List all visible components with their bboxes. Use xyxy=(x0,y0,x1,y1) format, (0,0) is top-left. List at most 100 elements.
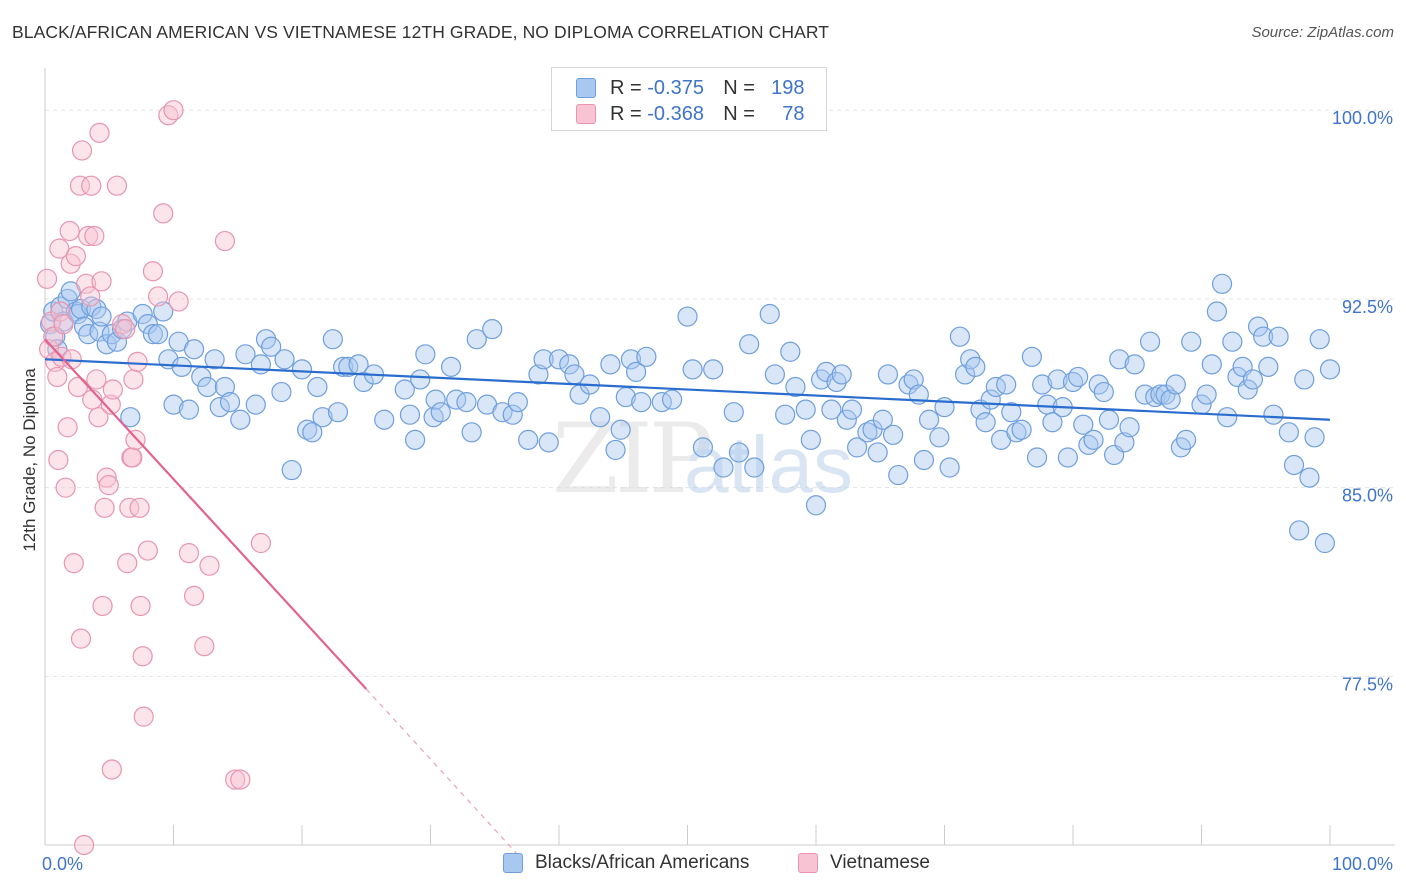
point-blacks xyxy=(836,409,857,430)
point-blacks xyxy=(590,407,611,428)
point-blacks xyxy=(831,364,852,385)
point-blacks xyxy=(1006,422,1027,443)
legend-r-value: -0.368 xyxy=(647,102,704,125)
point-blacks xyxy=(1206,301,1228,322)
point-blacks xyxy=(425,389,446,410)
point-vietnamese xyxy=(63,553,84,574)
point-vietnamese xyxy=(183,585,205,606)
point-blacks xyxy=(1268,326,1289,347)
point-vietnamese xyxy=(71,140,93,161)
point-blacks xyxy=(1139,331,1161,352)
legend-n-value: 78 xyxy=(782,102,805,125)
watermark: ZIP atlas xyxy=(552,403,853,515)
point-vietnamese xyxy=(119,497,140,518)
point-blacks xyxy=(245,394,266,415)
point-blacks xyxy=(466,329,487,350)
point-vietnamese xyxy=(102,379,123,400)
legend-swatch-pink xyxy=(798,853,818,873)
point-blacks xyxy=(297,419,318,440)
point-blacks xyxy=(1289,520,1310,541)
point-blacks xyxy=(1319,359,1341,380)
point-vietnamese xyxy=(130,595,151,617)
point-blacks xyxy=(965,356,986,377)
point-blacks xyxy=(1304,427,1325,448)
y-tick-label: 100.0% xyxy=(1332,108,1393,128)
series-legend: Blacks/African Americans Vietnamese xyxy=(0,852,1406,878)
point-blacks xyxy=(261,336,282,357)
trend-lines xyxy=(44,338,1331,858)
point-blacks xyxy=(415,344,436,365)
point-vietnamese xyxy=(78,225,99,247)
point-blacks xyxy=(327,402,349,423)
point-vietnamese xyxy=(137,540,158,561)
point-blacks xyxy=(120,407,141,428)
point-blacks xyxy=(631,392,652,413)
point-blacks xyxy=(230,409,251,430)
point-blacks xyxy=(1119,417,1140,438)
legend-r-label: R = xyxy=(610,76,642,99)
point-vietnamese xyxy=(127,351,148,372)
point-blacks xyxy=(744,457,765,478)
point-blacks xyxy=(1309,329,1330,350)
point-blacks xyxy=(89,321,110,342)
point-vietnamese xyxy=(96,467,117,488)
point-blacks xyxy=(456,392,477,413)
point-blacks xyxy=(954,364,976,385)
point-blacks xyxy=(1196,384,1217,405)
x-tick-label: 100.0% xyxy=(1332,854,1393,874)
point-blacks xyxy=(507,392,528,413)
point-blacks xyxy=(728,442,750,463)
point-blacks xyxy=(1073,414,1094,435)
legend-r-label: R = xyxy=(610,102,642,125)
point-blacks xyxy=(847,437,868,458)
point-vietnamese xyxy=(82,389,103,410)
point-vietnamese xyxy=(80,286,101,307)
point-blacks xyxy=(821,399,842,420)
point-blacks xyxy=(759,303,780,325)
point-blacks xyxy=(1026,447,1048,468)
point-vietnamese xyxy=(81,175,102,196)
point-vietnamese xyxy=(132,646,153,667)
point-vietnamese xyxy=(142,261,164,282)
watermark-atlas: atlas xyxy=(684,420,853,509)
point-blacks xyxy=(322,329,343,350)
point-vietnamese xyxy=(117,553,138,574)
point-vietnamese xyxy=(91,271,112,292)
point-blacks xyxy=(178,399,200,420)
legend-n-label: N = xyxy=(723,76,755,99)
stats-legend: R = -0.375 N = 198 R = -0.368 N = 78 xyxy=(551,67,827,131)
point-blacks xyxy=(996,374,1017,395)
point-vietnamese xyxy=(101,759,122,780)
point-vietnamese xyxy=(70,628,92,649)
point-blacks xyxy=(404,429,426,450)
legend-label-blacks: Blacks/African Americans xyxy=(535,852,750,873)
point-blacks xyxy=(183,339,205,360)
point-blacks xyxy=(1299,467,1320,488)
point-blacks xyxy=(1242,369,1264,390)
point-blacks xyxy=(1278,422,1299,443)
chart-title: BLACK/AFRICAN AMERICAN VS VIETNAMESE 12T… xyxy=(12,22,830,42)
point-vietnamese xyxy=(125,429,146,450)
point-blacks xyxy=(867,442,888,463)
point-blacks xyxy=(394,379,415,400)
point-blacks xyxy=(482,319,503,340)
point-blacks xyxy=(636,346,657,367)
point-vietnamese xyxy=(94,497,115,518)
point-vietnamese xyxy=(67,376,88,398)
point-blacks xyxy=(713,457,734,478)
watermark-zip: ZIP xyxy=(552,403,711,515)
point-blacks xyxy=(841,399,863,420)
point-blacks xyxy=(533,349,554,370)
point-vietnamese xyxy=(250,532,271,554)
point-blacks xyxy=(538,432,559,453)
point-blacks xyxy=(1047,369,1068,390)
point-blacks xyxy=(302,422,323,443)
point-blacks xyxy=(800,429,821,450)
point-vietnamese xyxy=(59,220,80,242)
point-blacks xyxy=(163,394,184,415)
point-blacks xyxy=(805,495,827,516)
point-blacks xyxy=(548,349,570,370)
point-vietnamese xyxy=(123,369,144,390)
point-blacks xyxy=(142,324,164,345)
point-blacks xyxy=(1068,366,1089,388)
